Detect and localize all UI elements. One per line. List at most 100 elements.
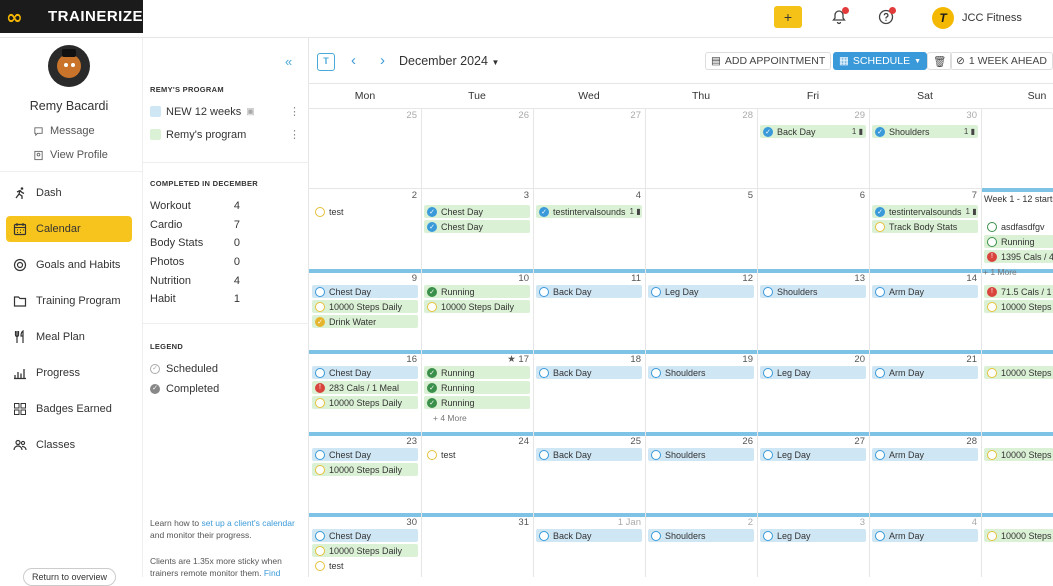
calendar-event[interactable]: Shoulders: [648, 448, 754, 461]
day-number[interactable]: 25: [630, 436, 641, 447]
day-number[interactable]: 9: [411, 273, 417, 284]
day-number[interactable]: 11: [631, 273, 641, 284]
calendar-event[interactable]: ✓ testintervalsounds 1 ▮: [872, 205, 978, 218]
calendar-event[interactable]: Arm Day: [872, 448, 978, 461]
week-ahead-button[interactable]: ⊘ 1 WEEK AHEAD: [950, 52, 1053, 70]
calendar-event[interactable]: test: [312, 559, 418, 572]
day-number[interactable]: 14: [966, 273, 977, 284]
find-link[interactable]: Find: [263, 568, 281, 578]
day-number[interactable]: 7: [971, 190, 977, 201]
calendar-event[interactable]: ✓ Shoulders 1 ▮: [872, 125, 978, 138]
schedule-button[interactable]: ▦ SCHEDULE ▼: [833, 52, 928, 70]
calendar-event[interactable]: Leg Day: [648, 285, 754, 298]
calendar-event[interactable]: ✓ Running: [424, 396, 530, 409]
day-number[interactable]: 28: [966, 436, 977, 447]
next-month-button[interactable]: ›: [380, 52, 385, 69]
calendar-event[interactable]: Chest Day: [312, 285, 418, 298]
calendar-event[interactable]: ! 71.5 Cals / 1 M: [984, 285, 1053, 298]
nav-goals-and-habits[interactable]: Goals and Habits: [6, 252, 132, 278]
trainerize-logo[interactable]: ∞ TRAINERIZE: [0, 0, 143, 33]
calendar-event[interactable]: ! 1395 Cals / 4 M: [984, 250, 1053, 263]
notifications-button[interactable]: [829, 7, 849, 27]
calendar-event[interactable]: test: [312, 205, 418, 218]
day-number[interactable]: 5: [747, 190, 753, 201]
nav-progress[interactable]: Progress: [6, 360, 132, 386]
calendar-event[interactable]: Arm Day: [872, 366, 978, 379]
day-number[interactable]: ★ 17: [507, 354, 529, 365]
day-number[interactable]: 4: [635, 190, 641, 201]
calendar-event[interactable]: Arm Day: [872, 285, 978, 298]
calendar-event[interactable]: ✓ Chest Day: [424, 220, 530, 233]
day-number[interactable]: 26: [518, 110, 529, 121]
day-number[interactable]: 30: [406, 517, 417, 528]
calendar-event[interactable]: Chest Day: [312, 448, 418, 461]
day-number[interactable]: 18: [630, 354, 641, 365]
calendar-event[interactable]: ✓ Running: [424, 366, 530, 379]
calendar-event[interactable]: Arm Day: [872, 529, 978, 542]
calendar-event[interactable]: 10000 Steps D: [984, 529, 1053, 542]
day-number[interactable]: 4: [971, 517, 977, 528]
calendar-event[interactable]: Shoulders: [760, 285, 866, 298]
message-link[interactable]: Message: [33, 125, 95, 137]
calendar-event[interactable]: Chest Day: [312, 529, 418, 542]
calendar-event[interactable]: Back Day: [536, 448, 642, 461]
month-selector[interactable]: December 2024 ▼: [399, 54, 499, 68]
calendar-event[interactable]: 10000 Steps D: [984, 448, 1053, 461]
day-number[interactable]: 1 Jan: [617, 517, 641, 528]
add-appointment-button[interactable]: ▤ ADD APPOINTMENT: [705, 52, 832, 70]
calendar-event[interactable]: ! 283 Cals / 1 Meal: [312, 381, 418, 394]
calendar-event[interactable]: ✓ Running: [424, 381, 530, 394]
day-number[interactable]: 27: [854, 436, 865, 447]
account-menu[interactable]: T JCC Fitness: [932, 7, 1022, 29]
delete-button[interactable]: 🗑: [927, 52, 953, 70]
calendar-event[interactable]: Leg Day: [760, 366, 866, 379]
day-number[interactable]: 24: [518, 436, 529, 447]
calendar-event[interactable]: asdfasdfgv: [984, 220, 1053, 233]
calendar-event[interactable]: ✓ testintervalsounds 1 ▮: [536, 205, 642, 218]
calendar-event[interactable]: ✓ Running: [424, 285, 530, 298]
calendar-event[interactable]: 10000 Steps Daily: [312, 463, 418, 476]
more-options-icon[interactable]: ⋮: [289, 129, 300, 141]
day-number[interactable]: 12: [742, 273, 753, 284]
avatar[interactable]: [48, 45, 90, 87]
day-number[interactable]: 21: [966, 354, 977, 365]
calendar-event[interactable]: Chest Day: [312, 366, 418, 379]
day-number[interactable]: 20: [854, 354, 865, 365]
day-number[interactable]: 6: [859, 190, 865, 201]
nav-training-program[interactable]: Training Program: [6, 288, 132, 314]
calendar-event[interactable]: Back Day: [536, 529, 642, 542]
more-options-icon[interactable]: ⋮: [289, 106, 300, 118]
nav-classes[interactable]: Classes: [6, 432, 132, 458]
calendar-event[interactable]: Leg Day: [760, 529, 866, 542]
calendar-event[interactable]: Back Day: [536, 285, 642, 298]
return-to-overview-button[interactable]: Return to overview: [23, 568, 116, 586]
today-button[interactable]: T: [317, 53, 335, 71]
prev-month-button[interactable]: ‹: [351, 52, 356, 69]
add-button[interactable]: +: [774, 6, 802, 28]
nav-dash[interactable]: Dash: [6, 180, 132, 206]
calendar-event[interactable]: Shoulders: [648, 366, 754, 379]
calendar-event[interactable]: 10000 Steps Daily: [312, 544, 418, 557]
program-item[interactable]: NEW 12 weeks ▣ ⋮: [150, 105, 300, 118]
nav-calendar[interactable]: Calendar: [6, 216, 132, 242]
day-number[interactable]: 3: [523, 190, 529, 201]
day-number[interactable]: 28: [742, 110, 753, 121]
calendar-event[interactable]: Track Body Stats: [872, 220, 978, 233]
day-number[interactable]: 2: [411, 190, 417, 201]
day-number[interactable]: 31: [518, 517, 529, 528]
more-events-link[interactable]: + 1 More: [983, 267, 1017, 277]
day-number[interactable]: 13: [854, 273, 865, 284]
calendar-event[interactable]: 10000 Steps Daily: [312, 396, 418, 409]
calendar-event[interactable]: Running: [984, 235, 1053, 248]
nav-badges-earned[interactable]: Badges Earned: [6, 396, 132, 422]
calendar-event[interactable]: ✓ Back Day 1 ▮: [760, 125, 866, 138]
day-number[interactable]: 29: [854, 110, 865, 121]
day-number[interactable]: 2: [747, 517, 753, 528]
calendar-event[interactable]: Back Day: [536, 366, 642, 379]
help-button[interactable]: [876, 7, 896, 27]
calendar-event[interactable]: Leg Day: [760, 448, 866, 461]
calendar-event[interactable]: 10000 Steps Daily: [424, 300, 530, 313]
day-number[interactable]: 16: [406, 354, 417, 365]
collapse-panel-button[interactable]: «: [285, 54, 292, 69]
day-number[interactable]: 27: [630, 110, 641, 121]
